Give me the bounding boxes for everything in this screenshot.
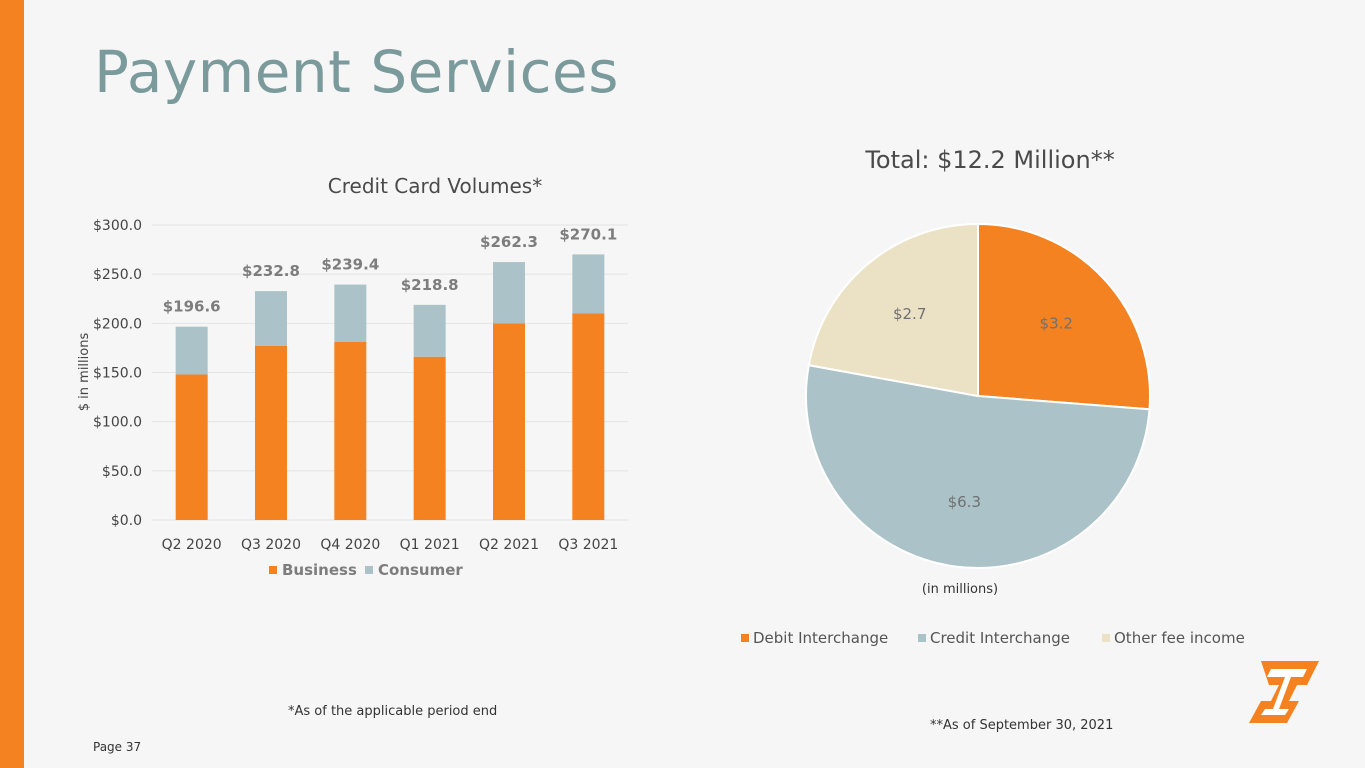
pie-value-label: $2.7: [893, 305, 926, 323]
x-tick-label: Q4 2020: [320, 537, 380, 553]
x-tick-label: Q3 2021: [558, 537, 618, 553]
x-tick-label: Q2 2021: [479, 537, 539, 553]
pie-value-label: $3.2: [1040, 315, 1073, 333]
x-tick-label: Q3 2020: [241, 537, 301, 553]
legend-label: Other fee income: [1114, 629, 1245, 647]
y-tick-label: $250.0: [93, 267, 142, 283]
legend-swatch: [1102, 634, 1110, 642]
bar-business: [493, 323, 525, 520]
y-tick-label: $300.0: [93, 218, 142, 234]
bar-business: [175, 374, 208, 520]
y-tick-label: $100.0: [93, 415, 142, 431]
x-tick-label: Q2 2020: [162, 537, 222, 553]
legend-swatch: [918, 634, 926, 642]
legend-swatch: [269, 566, 277, 574]
total-label: $270.1: [559, 225, 617, 243]
legend-label: Credit Interchange: [930, 629, 1070, 647]
pie-unit-note: (in millions): [922, 582, 998, 597]
legend-swatch: [365, 566, 373, 574]
bar-consumer: [334, 284, 367, 343]
total-label: $218.8: [401, 276, 459, 294]
total-label: $196.6: [163, 298, 221, 316]
pie-chart-title: Total: $12.2 Million**: [865, 146, 1115, 174]
bar-business: [572, 313, 605, 520]
y-axis-label: $ in millions: [77, 333, 92, 412]
page-number: Page 37: [93, 740, 142, 754]
page-title: Payment Services: [94, 38, 619, 106]
y-tick-label: $0.0: [111, 513, 142, 529]
pie-slice: [807, 222, 979, 398]
total-label: $239.4: [321, 256, 379, 274]
bar-business: [255, 345, 287, 520]
bar-consumer: [493, 262, 525, 324]
total-label: $232.8: [242, 262, 300, 280]
bar-consumer: [175, 326, 208, 375]
bar-business: [334, 342, 367, 520]
bar-chart-title: Credit Card Volumes*: [327, 174, 543, 198]
y-tick-label: $200.0: [93, 316, 142, 332]
footnote-right: **As of September 30, 2021: [930, 718, 1114, 733]
legend-swatch: [741, 634, 749, 642]
footnote-left: *As of the applicable period end: [288, 704, 498, 719]
y-tick-label: $150.0: [93, 366, 142, 382]
company-logo-icon: [1249, 661, 1319, 723]
accent-side-bar: [0, 0, 24, 768]
pie-slice: [977, 222, 1151, 411]
bar-consumer: [413, 304, 446, 357]
bar-consumer: [572, 254, 605, 314]
bar-chart: $0.0 $50.0 $100.0 $150.0 $200.0 $250.0 $300.0 $…: [77, 218, 628, 579]
y-tick-label: $50.0: [102, 464, 142, 480]
bar-business: [413, 356, 446, 520]
bar-consumer: [255, 291, 287, 346]
pie-value-label: $6.3: [948, 493, 981, 511]
legend-label: Business: [282, 561, 357, 579]
legend-label: Consumer: [378, 561, 463, 579]
x-tick-label: Q1 2021: [400, 537, 460, 553]
legend-label: Debit Interchange: [753, 629, 888, 647]
pie-slice: [805, 364, 1151, 569]
total-label: $262.3: [480, 233, 538, 251]
